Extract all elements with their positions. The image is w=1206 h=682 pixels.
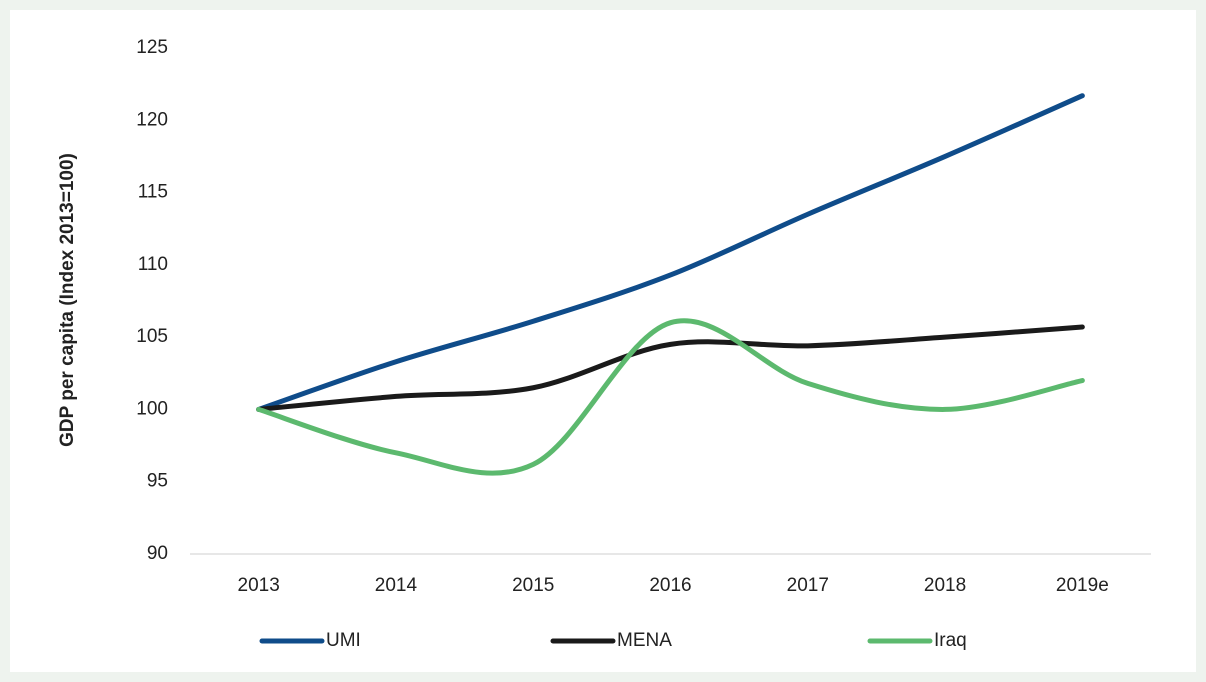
legend-label: Iraq <box>934 630 967 651</box>
legend-label: MENA <box>617 630 672 651</box>
x-tick-label: 2013 <box>238 575 280 596</box>
x-tick-label: 2014 <box>375 575 418 596</box>
series-line <box>256 318 1085 476</box>
y-tick-label: 110 <box>138 254 168 275</box>
legend-label: UMI <box>326 630 361 651</box>
y-axis-title: GDP per capita (Index 2013=100) <box>57 153 78 447</box>
series-line <box>256 93 1085 412</box>
x-tick-label: 2018 <box>924 575 966 596</box>
y-tick-label: 125 <box>136 37 168 58</box>
y-tick-label: 120 <box>136 109 168 130</box>
x-tick-label: 2016 <box>649 575 691 596</box>
y-tick-label: 100 <box>136 398 168 419</box>
x-tick-label: 2017 <box>787 575 829 596</box>
y-tick-label: 105 <box>136 326 168 347</box>
x-tick-label: 2019e <box>1056 575 1109 596</box>
y-tick-label: 95 <box>147 471 168 492</box>
panel <box>10 10 1196 672</box>
y-tick-label: 115 <box>138 182 168 203</box>
series-line <box>256 324 1085 412</box>
x-tick-label: 2015 <box>512 575 554 596</box>
y-tick-label: 90 <box>147 543 168 564</box>
